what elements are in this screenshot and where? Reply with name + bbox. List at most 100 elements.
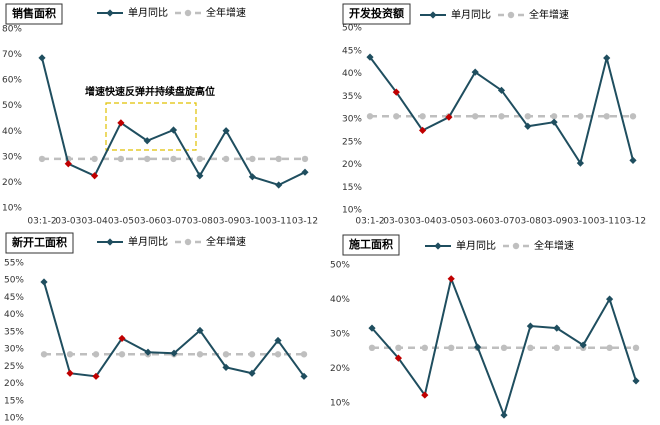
point	[170, 349, 178, 357]
point	[196, 172, 204, 180]
point	[274, 336, 282, 345]
point	[118, 334, 126, 343]
y-tick-label: 10%	[330, 399, 350, 409]
point	[91, 155, 98, 163]
title-box	[342, 3, 411, 25]
x-tick-label: 03:1-2	[27, 217, 56, 227]
x-tick-label: 03-11	[594, 217, 620, 227]
legend-label: 全年增速	[529, 8, 569, 21]
annotation: 增速快速反弹并持续盘旋高位	[85, 85, 215, 98]
point	[222, 155, 230, 163]
point	[419, 113, 426, 120]
point	[300, 351, 308, 358]
point	[301, 155, 309, 163]
point	[118, 351, 126, 358]
point	[632, 344, 640, 351]
point	[421, 344, 428, 351]
point	[447, 275, 455, 283]
x-tick-label: 03-05	[436, 217, 462, 227]
point	[629, 113, 637, 120]
point	[196, 326, 204, 335]
point	[474, 343, 482, 351]
point	[275, 181, 283, 189]
point	[419, 126, 427, 134]
point	[222, 351, 230, 358]
point	[524, 122, 532, 130]
y-tick-label: 25%	[342, 137, 362, 147]
x-tick-label: 03-10	[567, 217, 593, 227]
legend-label: 单月同比	[128, 236, 168, 248]
series-line	[369, 56, 634, 166]
point	[606, 295, 614, 303]
y-tick-label: 10%	[2, 204, 22, 214]
x-tick-label: 03-06	[134, 217, 160, 227]
point	[497, 86, 506, 94]
point	[576, 159, 584, 167]
y-tick-label: 30%	[2, 152, 22, 162]
chart-title: 施工面积	[349, 237, 393, 251]
x-tick-label: 03-11	[266, 217, 292, 227]
point	[524, 113, 531, 120]
y-tick-label: 30%	[342, 115, 362, 125]
y-tick-label: 70%	[2, 50, 22, 60]
y-tick-label: 45%	[4, 293, 24, 303]
y-tick-label: 10%	[4, 414, 24, 424]
x-tick-label: 03-04	[82, 217, 108, 227]
y-tick-label: 50%	[330, 261, 350, 271]
title-box	[5, 3, 63, 25]
legend-marker	[434, 242, 442, 250]
point	[301, 168, 309, 176]
x-tick-label: 03-12	[292, 217, 318, 227]
x-tick-label: 03-10	[239, 217, 265, 227]
point	[550, 118, 558, 126]
point	[38, 54, 46, 62]
x-tick-label: 03-04	[410, 217, 436, 227]
point	[550, 113, 558, 120]
legend-marker	[184, 238, 192, 246]
point	[498, 113, 505, 120]
x-tick-label: 03-03	[55, 217, 81, 227]
legend-label: 单月同比	[451, 9, 491, 21]
y-tick-label: 60%	[2, 76, 22, 86]
point	[445, 113, 453, 121]
point	[629, 156, 637, 165]
y-tick-label: 25%	[4, 362, 24, 372]
point	[196, 351, 204, 358]
point	[248, 351, 256, 358]
point	[275, 155, 282, 163]
legend-label: 单月同比	[128, 7, 168, 19]
point	[222, 127, 230, 135]
y-tick-label: 35%	[4, 327, 24, 337]
y-tick-label: 10%	[342, 206, 362, 216]
y-tick-label: 50%	[4, 276, 24, 286]
chart-title: 开发投资额	[349, 6, 404, 20]
point	[300, 372, 308, 380]
y-tick-label: 30%	[4, 345, 24, 355]
point	[500, 411, 508, 419]
y-tick-label: 50%	[2, 101, 22, 111]
point	[577, 113, 584, 120]
point	[143, 137, 151, 145]
legend-label: 全年增速	[534, 239, 574, 252]
point	[632, 377, 640, 385]
point	[38, 155, 46, 163]
annotation-box	[105, 102, 197, 151]
legend-marker	[507, 11, 515, 19]
x-tick-label: 03-12	[620, 217, 646, 227]
point	[117, 155, 125, 163]
point	[366, 113, 374, 120]
title-box	[5, 232, 74, 254]
y-tick-label: 40%	[4, 310, 24, 320]
y-tick-label: 80%	[2, 25, 22, 35]
x-tick-label: 03-06	[462, 217, 488, 227]
y-tick-label: 20%	[330, 364, 350, 374]
y-tick-label: 20%	[2, 178, 22, 188]
point	[368, 324, 376, 332]
point	[117, 119, 125, 127]
x-tick-label: 03-09	[541, 217, 567, 227]
y-tick-label: 15%	[342, 183, 362, 193]
title-box	[342, 234, 400, 256]
legend-marker	[106, 238, 114, 246]
chart-title: 新开工面积	[12, 235, 67, 249]
y-tick-label: 30%	[330, 330, 350, 340]
